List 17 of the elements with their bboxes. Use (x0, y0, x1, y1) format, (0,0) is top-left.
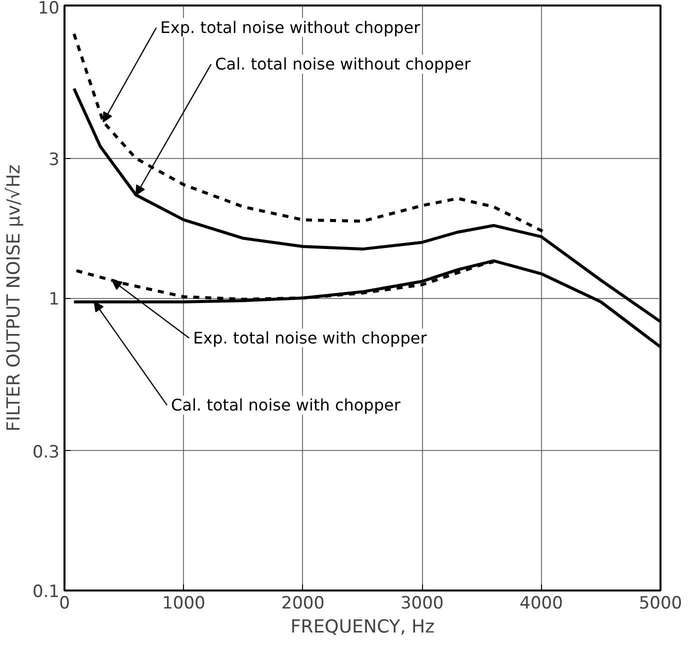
x-tick-label: 4000 (520, 594, 563, 614)
y-axis-title: FILTER OUTPUT NOISE μv/√Hz (3, 164, 24, 432)
x-tick-label: 2000 (281, 594, 325, 614)
y-tick-label: 3 (48, 150, 60, 170)
y-tick-label: 10 (38, 0, 60, 18)
y-tick-label: 0.1 (32, 582, 60, 602)
x-tick-label: 5000 (638, 594, 682, 614)
x-tick-label: 3000 (400, 594, 444, 614)
text: Cal. total noise without chopper (215, 54, 472, 74)
text: Cal. total noise with chopper (171, 396, 401, 415)
series-label: Exp. total noise with chopper (193, 328, 428, 348)
x-tick-label: 1000 (162, 594, 206, 614)
y-tick-label: 1 (48, 290, 60, 310)
y-tick-label: 0.3 (32, 442, 60, 462)
text: Exp. total noise without chopper (160, 18, 421, 38)
x-axis-title: FREQUENCY, Hz (290, 616, 435, 638)
x-tick-label: 0 (59, 594, 70, 614)
